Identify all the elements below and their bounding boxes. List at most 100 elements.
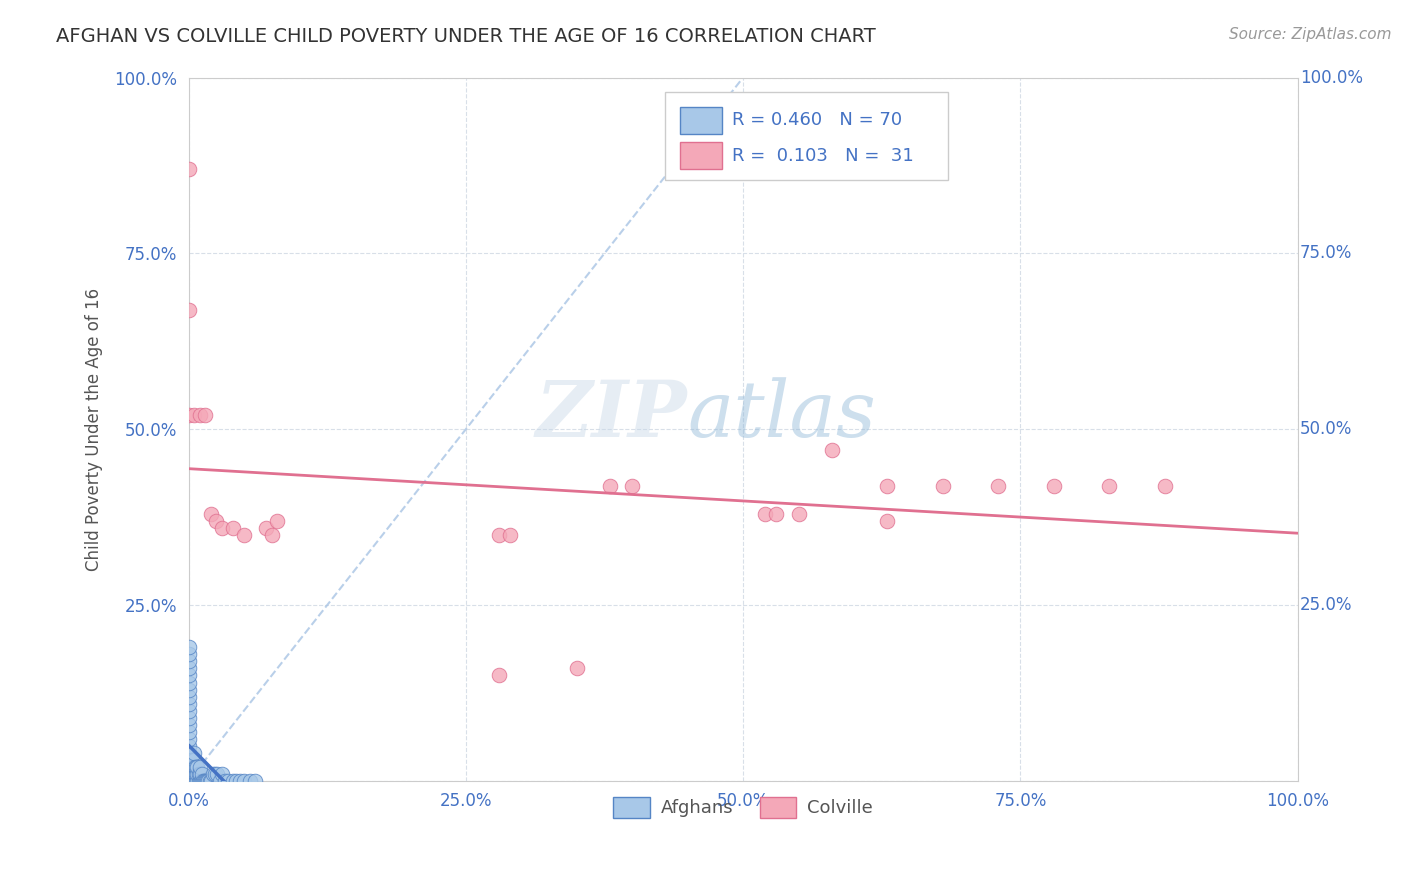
Point: [186, 760, 208, 774]
Point: [194, 774, 217, 789]
Point: [243, 774, 266, 789]
Point: [200, 507, 222, 521]
Point: [177, 774, 200, 789]
Point: [254, 521, 277, 535]
FancyBboxPatch shape: [681, 142, 723, 169]
Point: [228, 774, 250, 789]
Point: [260, 528, 283, 542]
Point: [197, 774, 219, 789]
Point: [184, 760, 207, 774]
Point: [181, 774, 204, 789]
Point: [177, 760, 200, 774]
Point: [233, 528, 256, 542]
Point: [186, 760, 208, 774]
Point: [177, 640, 200, 655]
Point: [188, 408, 211, 422]
Point: [177, 753, 200, 767]
FancyBboxPatch shape: [665, 92, 948, 179]
Point: [186, 767, 208, 781]
Point: [201, 767, 224, 781]
Point: [186, 774, 208, 789]
Point: [1153, 478, 1175, 492]
Point: [765, 507, 787, 521]
Point: [195, 774, 218, 789]
Point: [177, 654, 200, 668]
Text: atlas: atlas: [688, 377, 876, 453]
Point: [183, 746, 205, 760]
Point: [565, 661, 588, 675]
Text: 25.0%: 25.0%: [1301, 596, 1353, 614]
Point: [599, 478, 621, 492]
Point: [181, 760, 204, 774]
Point: [876, 514, 898, 528]
Text: R = 0.460   N = 70: R = 0.460 N = 70: [733, 112, 903, 129]
Point: [187, 767, 209, 781]
Point: [180, 767, 202, 781]
Point: [177, 724, 200, 739]
Point: [180, 774, 202, 789]
Point: [177, 717, 200, 731]
Point: [180, 760, 202, 774]
Point: [238, 774, 260, 789]
Point: [183, 767, 205, 781]
Text: 75.0%: 75.0%: [1301, 244, 1353, 262]
Point: [177, 697, 200, 711]
FancyBboxPatch shape: [681, 107, 723, 134]
Point: [177, 746, 200, 760]
Point: [499, 528, 522, 542]
Point: [225, 774, 247, 789]
Point: [932, 478, 955, 492]
Point: [211, 521, 233, 535]
Point: [180, 774, 202, 789]
Point: [222, 774, 245, 789]
Point: [183, 760, 205, 774]
Legend: Afghans, Colville: Afghans, Colville: [606, 789, 880, 825]
Point: [183, 408, 205, 422]
Text: R =  0.103   N =  31: R = 0.103 N = 31: [733, 146, 914, 165]
Point: [190, 774, 212, 789]
Point: [200, 774, 222, 789]
Point: [177, 661, 200, 675]
Point: [214, 774, 236, 789]
Text: 100.0%: 100.0%: [1301, 69, 1362, 87]
Point: [488, 528, 510, 542]
Point: [188, 760, 211, 774]
Point: [205, 514, 228, 528]
Point: [207, 767, 229, 781]
Point: [188, 767, 211, 781]
Point: [217, 774, 239, 789]
Text: 50.0%: 50.0%: [1301, 420, 1353, 438]
Point: [821, 443, 844, 458]
Point: [177, 682, 200, 697]
Point: [184, 767, 207, 781]
Point: [187, 774, 209, 789]
Point: [186, 767, 208, 781]
Point: [211, 767, 233, 781]
Point: [987, 478, 1010, 492]
Point: [876, 478, 898, 492]
Point: [488, 668, 510, 682]
Text: AFGHAN VS COLVILLE CHILD POVERTY UNDER THE AGE OF 16 CORRELATION CHART: AFGHAN VS COLVILLE CHILD POVERTY UNDER T…: [56, 27, 876, 45]
Point: [177, 767, 200, 781]
Point: [198, 774, 221, 789]
Point: [754, 507, 776, 521]
Point: [266, 514, 288, 528]
Point: [222, 521, 245, 535]
Point: [621, 478, 644, 492]
Point: [1098, 478, 1121, 492]
Point: [177, 648, 200, 662]
Point: [1042, 478, 1064, 492]
Point: [186, 774, 208, 789]
Point: [177, 161, 200, 176]
Point: [195, 774, 218, 789]
Point: [184, 774, 207, 789]
Point: [177, 668, 200, 682]
Point: [177, 711, 200, 725]
Point: [177, 739, 200, 753]
Point: [183, 753, 205, 767]
Point: [177, 731, 200, 746]
Point: [204, 767, 226, 781]
Point: [191, 774, 214, 789]
Point: [183, 774, 205, 789]
Point: [191, 767, 214, 781]
